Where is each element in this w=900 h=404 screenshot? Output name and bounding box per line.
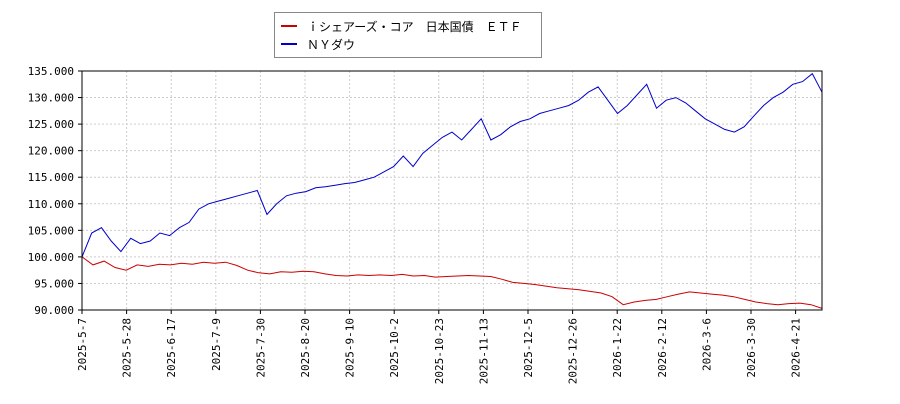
x-tick-label: 2025-11-13 bbox=[477, 318, 490, 384]
y-tick-label: 95.000 bbox=[34, 277, 74, 290]
y-tick-label: 135.000 bbox=[28, 65, 74, 78]
x-tick-label: 2026-2-12 bbox=[656, 318, 669, 378]
series-lines bbox=[81, 72, 823, 309]
x-tick-label: 2025-5-7 bbox=[76, 318, 89, 371]
x-tick-label: 2025-12-5 bbox=[522, 318, 535, 378]
plot-frame bbox=[81, 70, 823, 311]
y-tick-label: 100.000 bbox=[28, 251, 74, 264]
y-tick-label: 110.000 bbox=[28, 198, 74, 211]
x-tick-label: 2025-10-23 bbox=[433, 318, 446, 384]
x-tick-label: 2025-5-28 bbox=[121, 318, 134, 378]
y-tick-label: 120.000 bbox=[28, 145, 74, 158]
x-tick-label: 2026-3-30 bbox=[745, 318, 758, 378]
y-tick-label: 105.000 bbox=[28, 224, 74, 237]
legend-item-jgb-etf: ｉシェアーズ・コア 日本国債 ＥＴＦ bbox=[281, 17, 522, 35]
x-tick-label: 2026-1-22 bbox=[611, 318, 624, 378]
legend-swatch-ny-dow bbox=[281, 43, 297, 45]
x-tick-label: 2025-7-30 bbox=[254, 318, 267, 378]
x-tick-label: 2025-6-17 bbox=[165, 318, 178, 378]
grid bbox=[81, 70, 822, 311]
x-tick-label: 2025-9-10 bbox=[344, 318, 357, 378]
x-tick-label: 2025-7-9 bbox=[210, 318, 223, 371]
x-axis-ticks: 2025-5-7 2025-5-28 2025-6-17 2025-7-9 2025-7… bbox=[76, 310, 803, 384]
x-tick-label: 2025-8-20 bbox=[299, 318, 312, 378]
legend-label-jgb-etf: ｉシェアーズ・コア 日本国債 ＥＴＦ bbox=[307, 19, 522, 34]
legend: ｉシェアーズ・コア 日本国債 ＥＴＦ ＮＹダウ bbox=[274, 12, 542, 58]
series-line-ny-dow bbox=[81, 72, 823, 258]
x-tick-label: 2026-4-21 bbox=[790, 318, 803, 378]
y-tick-label: 130.000 bbox=[28, 92, 74, 105]
legend-swatch-jgb-etf bbox=[281, 25, 297, 27]
x-tick-label: 2025-12-26 bbox=[567, 318, 580, 384]
x-tick-label: 2025-10-2 bbox=[388, 318, 401, 378]
y-tick-label: 90.000 bbox=[34, 304, 74, 317]
y-tick-label: 115.000 bbox=[28, 171, 74, 184]
x-tick-label: 2026-3-6 bbox=[700, 318, 713, 371]
y-axis-ticks: 90.000 95.000 100.000 105.000 110.000 115.000… bbox=[28, 65, 82, 317]
y-tick-label: 125.000 bbox=[28, 118, 74, 131]
series-line-jgb-etf bbox=[81, 256, 823, 309]
legend-item-ny-dow: ＮＹダウ bbox=[281, 35, 355, 53]
legend-label-ny-dow: ＮＹダウ bbox=[307, 37, 356, 52]
